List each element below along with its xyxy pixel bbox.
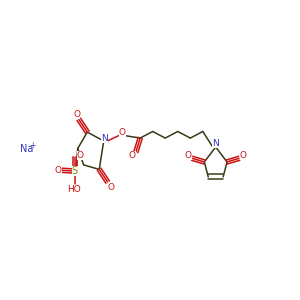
Text: +: + [30,141,36,150]
Text: O: O [240,151,247,160]
Text: O: O [185,151,192,160]
Text: O: O [73,110,80,119]
Text: O: O [107,183,114,192]
Text: S: S [72,166,78,176]
Text: HO: HO [67,185,80,194]
Text: O: O [55,166,62,175]
Text: N: N [101,134,108,142]
Text: O: O [119,128,126,137]
Text: N: N [212,139,219,148]
Text: O: O [76,152,84,160]
Text: Na: Na [20,143,34,154]
Text: O: O [129,152,136,160]
